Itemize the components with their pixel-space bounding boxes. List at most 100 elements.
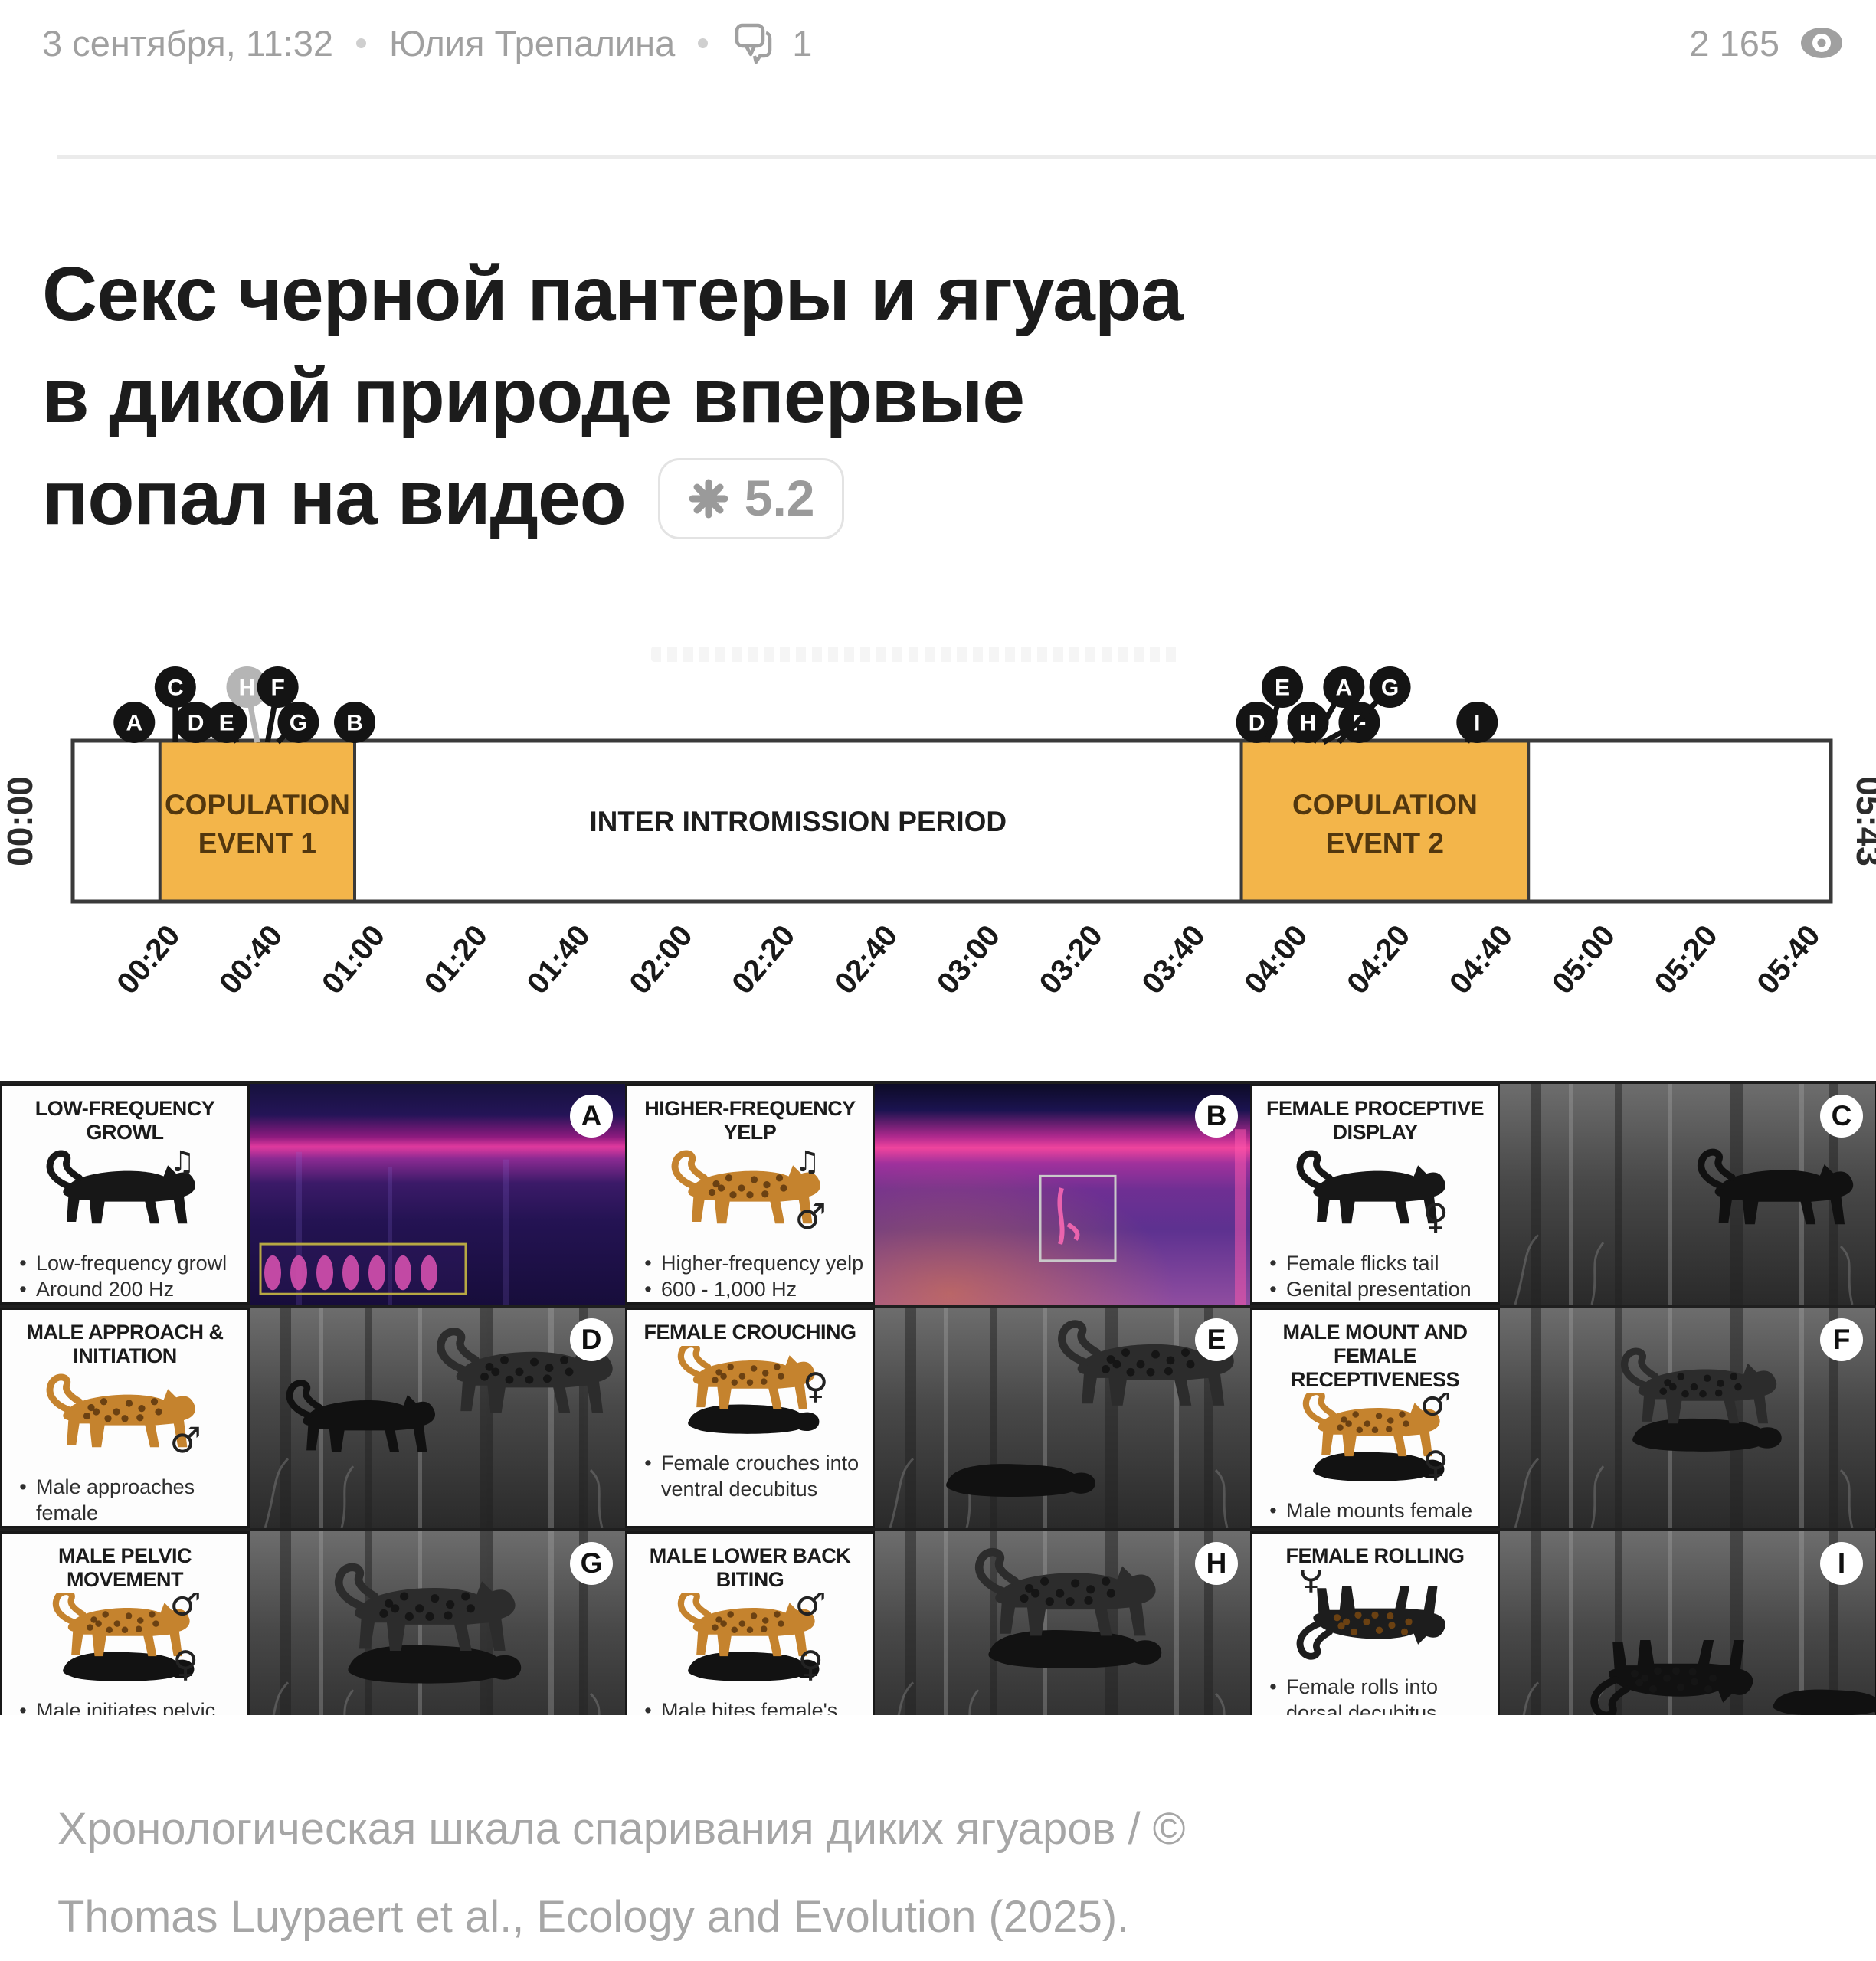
faint-cropped-text: [651, 647, 1180, 662]
panel-photo-D: D: [250, 1308, 625, 1528]
tick-label: 03:00: [931, 919, 1007, 1001]
panel-bullet: • 600 - 1,000 Hz: [644, 1278, 797, 1301]
headline-line: в дикой природе впервые: [42, 353, 1025, 439]
music-note-icon: ♫: [794, 1146, 820, 1178]
timeline-marker-G-6: G: [276, 702, 319, 745]
panel-photo-C: C: [1500, 1084, 1875, 1305]
ethogram-panel-I: FEMALE ROLLING ♀ • Female rolls into dorsal…: [1250, 1531, 1875, 1715]
panel-photo-H: H: [875, 1531, 1250, 1715]
female-symbol-icon: ♀: [797, 1643, 823, 1684]
jaguar-illustration-C: ♀: [1296, 1150, 1449, 1237]
panel-bullet-list: •Male bites female's back•Female flicks …: [635, 1697, 865, 1715]
panel-letter-badge: D: [570, 1318, 613, 1361]
jaguar-illustration-G: ♂♀: [52, 1593, 201, 1684]
ethogram-panel-E: FEMALE CROUCHING ♀ • Female crouches into v…: [625, 1308, 1250, 1528]
panel-bullet-list: •Male mounts female •Female deviates tail: [1260, 1498, 1490, 1526]
rating-badge[interactable]: 5.2: [657, 457, 845, 539]
panel-bullet-list: • Female flicks tail • Genital presentation: [1260, 1250, 1490, 1302]
timeline-marker-B-7: B: [334, 702, 376, 743]
panel-letter-badge: I: [1820, 1542, 1863, 1585]
panel-letter-badge: G: [570, 1542, 613, 1585]
tick-label: 04:20: [1341, 919, 1416, 1001]
panel-photo-B: B: [875, 1084, 1250, 1305]
panel-bullet-list: • Higher-frequency yelp • 600 - 1,000 Hz: [635, 1250, 865, 1302]
caption-line: Хронологическая шкала спаривания диких я…: [57, 1804, 1186, 1854]
ethogram-panel-A: LOW-FREQUENCY GROWL ♫ • Low-frequency growl…: [0, 1084, 625, 1305]
views-count: 2 165: [1689, 22, 1779, 64]
tick-label: 02:20: [725, 919, 801, 1001]
tick-label: 02:00: [623, 919, 699, 1001]
tick-label: 01:20: [418, 919, 494, 1001]
rating-star-icon: [688, 478, 729, 519]
svg-text:D: D: [1249, 711, 1265, 736]
panel-illustration: ♫: [10, 1146, 240, 1247]
inter-intromission-label: INTER INTROMISSION PERIOD: [589, 806, 1007, 837]
panel-media-G: [250, 1531, 625, 1715]
panel-row: LOW-FREQUENCY GROWL ♫ • Low-frequency growl…: [0, 1084, 1876, 1308]
author-link[interactable]: Юлия Трепалина: [389, 22, 676, 64]
panel-media-I: [1500, 1531, 1875, 1715]
panel-letter-badge: A: [570, 1095, 613, 1138]
jaguar-illustration-D: ♂: [46, 1373, 201, 1461]
male-symbol-icon: ♂: [794, 1196, 826, 1237]
tick-label: 01:40: [521, 919, 597, 1001]
panel-bullet-list: •Male initiates pelvic movement: [10, 1697, 240, 1715]
panel-letter-badge: B: [1195, 1095, 1238, 1138]
panel-bullet: • Genital presentation: [1269, 1278, 1472, 1301]
panel-photo-A: A: [250, 1084, 625, 1305]
male-symbol-icon: ♂: [1419, 1393, 1451, 1424]
svg-text:A: A: [1336, 676, 1353, 701]
tick-label: 02:40: [828, 919, 904, 1001]
timeline-figure: COPULATION EVENT 1 COPULATION EVENT 2 INTER …: [0, 647, 1876, 1034]
jaguar-illustration-B: ♫♂: [671, 1146, 827, 1237]
caption-line: Thomas Luypaert et al., Ecology and Evol…: [57, 1892, 1130, 1942]
male-symbol-icon: ♂: [169, 1419, 201, 1461]
panel-bullet: •Female deviates tail: [1260, 1524, 1490, 1526]
female-symbol-icon: ♀: [803, 1365, 829, 1406]
svg-text:F: F: [270, 676, 284, 701]
panel-card-I: FEMALE ROLLING ♀ • Female rolls into dorsal…: [1250, 1531, 1500, 1715]
figure-caption: Хронологическая шкала спаривания диких я…: [57, 1785, 1845, 1961]
svg-text:COPULATION: COPULATION: [165, 789, 350, 820]
svg-text:G: G: [290, 711, 307, 736]
panel-card-F: MALE MOUNT AND FEMALE RECEPTIVENESS ♂ ♀ • Mal…: [1250, 1308, 1500, 1528]
panel-bullet: • Male approaches female: [19, 1475, 195, 1524]
headline-line: попал на видео: [42, 455, 627, 541]
panel-photo-E: E: [875, 1308, 1250, 1528]
panel-bullet: • Female flicks tail: [1269, 1252, 1439, 1275]
svg-text:E: E: [219, 711, 234, 736]
tick-label: 01:00: [316, 919, 391, 1001]
comments-link[interactable]: 1: [731, 21, 812, 65]
panel-photo-I: I: [1500, 1531, 1875, 1715]
panel-letter-badge: F: [1820, 1318, 1863, 1361]
panel-photo-G: G: [250, 1531, 625, 1715]
panel-bullet: • Male mounts female: [1269, 1499, 1473, 1522]
panel-illustration: ♫ ♂: [635, 1146, 865, 1247]
article-headline: Секс черной пантеры и ягуара в дикой при…: [42, 244, 1853, 549]
axis-end-label: 05:43: [1849, 776, 1876, 866]
panel-bullet-list: • Female rolls into dorsal decubitus: [1260, 1674, 1490, 1715]
timeline-marker-I-14: I: [1456, 702, 1498, 744]
panel-media-H: [875, 1531, 1250, 1715]
ethogram-panel-B: HIGHER-FREQUENCY YELP ♫ ♂ • Higher-frequency…: [625, 1084, 1250, 1305]
panel-bullet: • Low-frequency growl: [19, 1252, 228, 1275]
svg-text:E: E: [1275, 676, 1290, 701]
svg-text:EVENT 2: EVENT 2: [1326, 827, 1444, 859]
jaguar-illustration-A: ♫: [46, 1146, 196, 1224]
panel-photo-F: F: [1500, 1308, 1875, 1528]
panel-bullet-list: •Male approaches female •Male initiates c…: [10, 1474, 240, 1526]
panel-title: FEMALE ROLLING: [1285, 1544, 1465, 1567]
rating-value: 5.2: [744, 470, 815, 526]
male-symbol-icon: ♂: [169, 1593, 201, 1624]
tick-label: 04:00: [1238, 919, 1314, 1001]
jaguar-illustration-I: ♀: [1296, 1570, 1446, 1660]
panel-card-B: HIGHER-FREQUENCY YELP ♫ ♂ • Higher-frequency…: [625, 1084, 875, 1305]
publish-date: 3 сентября, 11:32: [42, 22, 333, 64]
panel-letter-badge: E: [1195, 1318, 1238, 1361]
jaguar-illustration-E: ♀: [677, 1346, 829, 1434]
panel-illustration: ♀: [1260, 1146, 1490, 1247]
panel-media-F: [1500, 1308, 1875, 1528]
panel-media-E: [875, 1308, 1250, 1528]
tick-label: 05:00: [1546, 919, 1622, 1001]
